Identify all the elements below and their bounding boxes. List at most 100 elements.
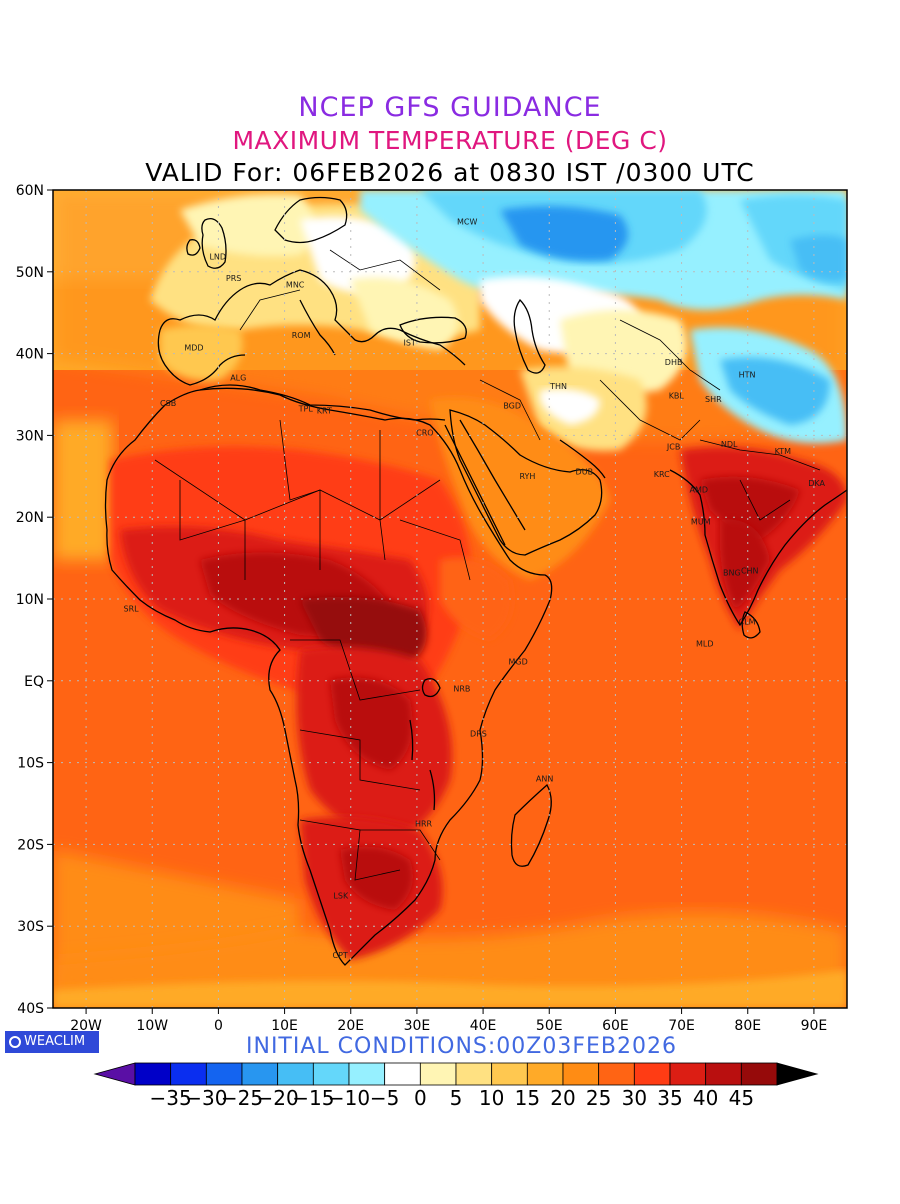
lon-tick-label: 30E [404,1018,431,1034]
lon-tick-label: 20E [337,1018,364,1034]
lat-tick-label: 40S [17,1001,44,1017]
legend-low-arrow [93,1062,136,1086]
city-label-kbl: KBL [669,392,685,401]
city-label-ist: IST [403,338,415,347]
city-label-dub: DUB [576,468,594,477]
lon-tick-label: 80E [734,1018,761,1034]
legend-label: 35 [657,1086,683,1110]
legend-swatch [419,1062,457,1086]
city-label-mgd: MGD [509,657,528,666]
legend-labels: −35 −30 −25 −20 −15 −10 −5 0 5 10 15 20 25 30 35 40 45 [0,1086,900,1112]
city-label-tpl: TPL [298,405,314,414]
lat-tick-label: 20S [17,837,44,853]
legend-label: −5 [369,1086,400,1110]
country-borders [154,249,821,881]
lon-tick-label: 70E [668,1018,695,1034]
legend-label: 25 [585,1086,612,1110]
city-label-dhb: DHB [665,358,683,367]
city-label-clm: CLM [739,617,756,626]
city-label-thn: THN [549,382,567,391]
graticule [53,190,847,1008]
city-label-chn: CHN [741,567,759,576]
lon-tick-label: 50E [536,1018,563,1034]
legend-swatch [134,1062,172,1086]
city-label-krc: KRC [654,470,670,479]
city-label-shr: SHR [705,395,722,404]
city-label-alg: ALG [230,374,246,383]
city-label-prs: PRS [226,274,241,283]
city-label-mnc: MNC [286,280,305,289]
legend-swatch [348,1062,386,1086]
lat-tick-label: 60N [16,183,44,199]
city-label-mld: MLD [696,639,714,648]
color-legend [93,1062,819,1086]
logo-text: WEACLIM [24,1034,86,1049]
city-label-bgd: BGD [503,401,521,410]
city-label-dka: DKA [808,479,825,488]
legend-label: −10 [327,1086,371,1110]
legend-swatch [562,1062,600,1086]
legend-swatch [205,1062,243,1086]
city-label-cpt: CPT [333,951,348,960]
lon-tick-label: 10E [271,1018,298,1034]
lon-tick-label: 20W [70,1018,102,1034]
city-label-ann: ANN [536,774,553,783]
legend-swatch [384,1062,421,1086]
city-label-srl: SRL [124,604,140,613]
city-label-lsk: LSK [333,891,349,900]
lon-tick-label: 90E [801,1018,828,1034]
legend-high-arrow [776,1062,819,1086]
lat-tick-label: 10S [17,756,44,772]
city-label-cro: CRO [416,428,433,437]
legend-swatch [491,1062,528,1086]
legend-label: 5 [449,1086,463,1110]
logo-circle-icon [9,1036,21,1048]
city-label-krt: KRT [317,406,332,415]
city-label-bng: BNG [723,568,741,577]
lon-tick-label: 0 [214,1018,223,1034]
city-label-mdd: MDD [184,343,203,352]
lat-tick-label: 20N [16,510,44,526]
legend-swatch [170,1062,207,1086]
weaclim-logo: WEACLIM [5,1031,99,1053]
legend-swatch [740,1062,778,1086]
city-label-nrb: NRB [453,684,470,693]
city-labels: MCW LND PRS MNC MDD ROM IST ALG CSB TPL KRT CRO BGD T… [124,217,826,960]
lat-tick-label: 10N [16,592,44,608]
legend-swatch [669,1062,707,1086]
legend-swatch [633,1062,671,1086]
city-label-drs: DRS [470,729,487,738]
lon-tick-label: 40E [470,1018,497,1034]
legend-label: 10 [478,1086,505,1110]
temperature-field [53,190,847,1008]
longitude-axis: 20W 10W 0 10E 20E 30E 40E 50E 60E 70E 80E 90E [70,1008,827,1034]
latitude-axis: 60N 50N 40N 30N 20N 10N EQ 10S 20S 30S 40S [16,183,53,1017]
initial-conditions: INITIAL CONDITIONS:00Z03FEB2026 [246,1034,677,1059]
city-label-htn: HTN [739,370,756,379]
city-label-csb: CSB [160,399,176,408]
legend-label: 45 [728,1086,755,1110]
title-line-1: NCEP GFS GUIDANCE [298,92,602,123]
city-label-mcw: MCW [457,217,477,226]
legend-label: 40 [692,1086,719,1110]
lat-tick-label: EQ [24,674,44,690]
legend-label: −25 [220,1086,264,1110]
legend-label: 15 [514,1086,541,1110]
legend-label: 20 [550,1086,576,1110]
lon-tick-label: 10W [136,1018,168,1034]
legend-swatch [705,1062,742,1086]
title-line-3: VALID For: 06FEB2026 at 0830 IST /0300 U… [145,158,755,187]
city-label-ndl: NDL [721,440,738,449]
city-label-hrr: HRR [415,819,433,828]
lat-tick-label: 30S [17,919,44,935]
lat-tick-label: 40N [16,347,44,363]
legend-swatch [277,1062,314,1086]
coastlines [104,196,847,966]
lat-tick-label: 30N [16,428,44,444]
legend-label: −15 [292,1086,335,1110]
legend-swatch [526,1062,564,1086]
legend-label: −35 [149,1086,192,1110]
legend-label: 0 [413,1086,427,1110]
